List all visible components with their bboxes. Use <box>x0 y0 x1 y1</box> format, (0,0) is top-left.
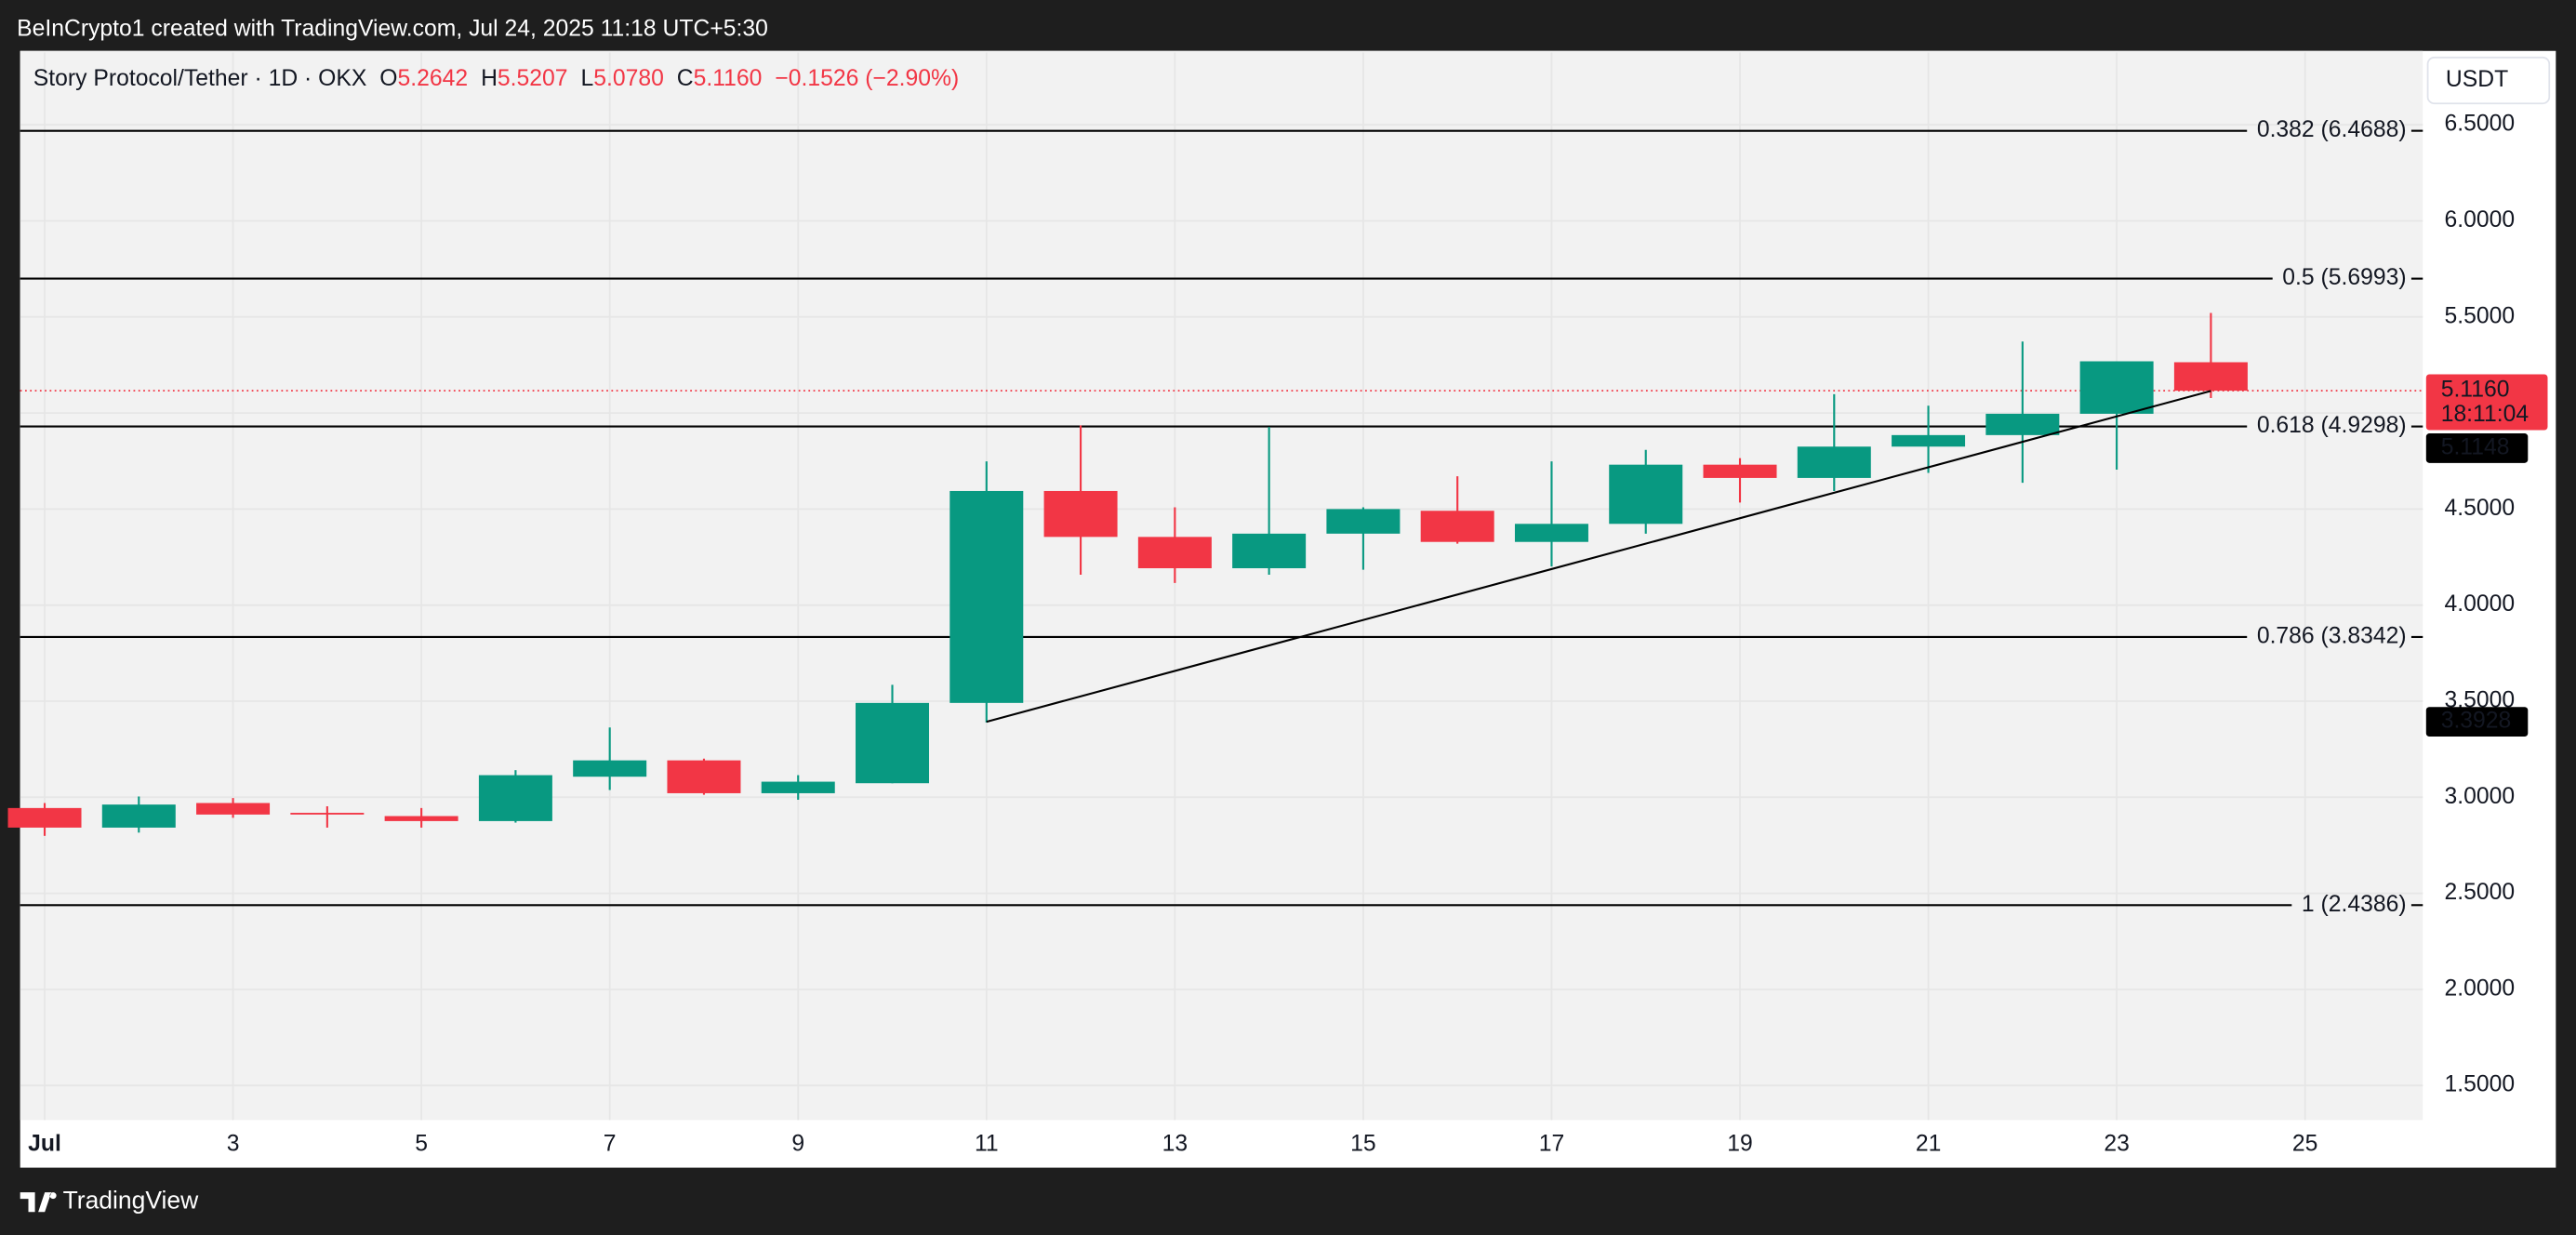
x-tick-label: 11 <box>975 1131 999 1156</box>
candle-body <box>2079 361 2154 414</box>
fib-label: 0.5 (5.6993) <box>2282 265 2406 290</box>
candle-body <box>478 775 552 821</box>
x-tick-label: 15 <box>1350 1131 1376 1156</box>
fib-label: 0.382 (6.4688) <box>2257 117 2407 142</box>
last-price-box <box>2425 374 2548 431</box>
x-tick-label: 23 <box>2104 1131 2130 1156</box>
x-tick-label: 19 <box>1727 1131 1752 1156</box>
legend-value: 5.5207 <box>498 65 568 90</box>
legend-key: C <box>677 65 694 90</box>
trend-start-box <box>2425 707 2529 737</box>
legend-value: 5.0780 <box>593 65 664 90</box>
y-tick-label: 6.5000 <box>2445 112 2516 137</box>
trend-start-label: 3.3928 <box>2441 709 2512 734</box>
footer-logo <box>20 1192 57 1213</box>
fib-label: 0.786 (3.8342) <box>2257 623 2407 648</box>
fib-label: 0.618 (4.9298) <box>2257 413 2407 438</box>
legend: Story Protocol/Tether · 1D · OKX O5.2642… <box>33 65 959 90</box>
x-tick-label: 13 <box>1162 1131 1188 1156</box>
x-tick-label: Jul <box>28 1131 61 1156</box>
y-tick-label: 4.0000 <box>2445 591 2516 617</box>
candle-body <box>1514 524 1588 542</box>
y-tick-label: 2.5000 <box>2445 880 2516 905</box>
trendline <box>986 390 2211 724</box>
footer-brand: TradingView <box>63 1187 200 1215</box>
countdown-label: 18:11:04 <box>2441 402 2530 427</box>
x-tick-label: 7 <box>604 1131 617 1156</box>
legend-key: L <box>580 65 593 90</box>
candle-body <box>1420 511 1494 542</box>
legend-key: O <box>379 65 397 90</box>
candle-body <box>667 760 741 793</box>
candle-body <box>1797 446 1871 478</box>
trend-end-label: 5.1148 <box>2441 434 2510 459</box>
candle-body <box>2173 362 2248 392</box>
candle-body <box>761 781 835 793</box>
candle-body <box>1326 509 1401 534</box>
y-tick-label: 3.0000 <box>2445 784 2516 809</box>
candle-body <box>1985 413 2060 435</box>
trend-end-box <box>2425 433 2529 463</box>
x-tick-label: 21 <box>1916 1131 1942 1156</box>
candle-body <box>101 804 176 828</box>
header-text: BeInCrypto1 created with TradingView.com… <box>17 16 768 41</box>
x-tick-label: 3 <box>227 1131 240 1156</box>
candle-body <box>196 803 271 815</box>
candle-body <box>290 813 365 815</box>
legend-value: 5.1160 <box>694 65 763 90</box>
candle-body <box>856 702 930 784</box>
candle-body <box>1703 464 1777 478</box>
candle-body <box>1232 533 1307 569</box>
last-price-label: 5.1160 <box>2441 378 2510 403</box>
legend-value: 5.2642 <box>398 65 469 90</box>
plot-area <box>20 50 2423 1121</box>
y-tick-label: 2.0000 <box>2445 976 2516 1001</box>
candle-body <box>573 760 647 777</box>
candle-body <box>1043 490 1118 538</box>
y-tick-label: 1.5000 <box>2445 1072 2516 1097</box>
candle-body <box>7 807 82 828</box>
x-tick-label: 17 <box>1539 1131 1565 1156</box>
x-tick-label: 9 <box>791 1131 804 1156</box>
y-tick-label: 4.5000 <box>2445 496 2516 521</box>
x-tick-label: 5 <box>415 1131 428 1156</box>
y-tick-label: 6.0000 <box>2445 207 2516 232</box>
candle-body <box>949 490 1024 703</box>
currency: USDT <box>2446 67 2508 92</box>
chart-layer: 1.50002.00002.50003.00003.50004.00004.50… <box>7 112 2548 1156</box>
legend-change: −0.1526 (−2.90%) <box>775 65 959 90</box>
candle-body <box>1137 537 1212 569</box>
x-tick-label: 25 <box>2292 1131 2317 1156</box>
candle-body <box>384 816 458 821</box>
legend-key: H <box>481 65 498 90</box>
candle-body <box>1892 434 1966 447</box>
currency-box <box>2426 56 2551 105</box>
candle-body <box>1609 464 1683 525</box>
fib-label: 1 (2.4386) <box>2302 892 2407 917</box>
y-tick-label: 5.5000 <box>2445 303 2516 328</box>
symbol: Story Protocol/Tether · 1D · OKX <box>33 65 367 90</box>
